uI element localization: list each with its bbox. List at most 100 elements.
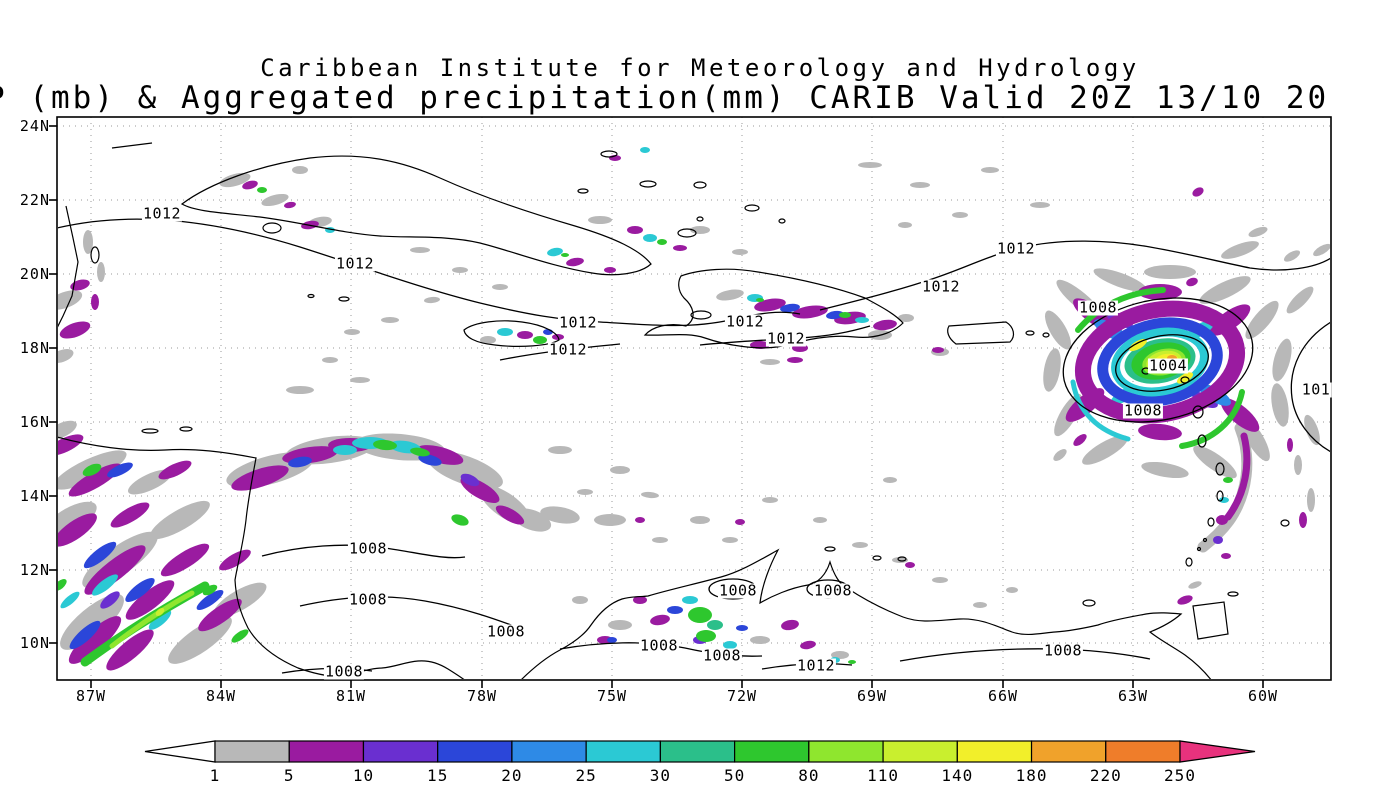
precip-blob [873,319,897,331]
precip-band [109,590,195,649]
precip-blob [641,491,659,499]
precip-blob [495,505,525,525]
isobar-1008-closed [708,578,758,600]
precip-blob [110,502,150,528]
coastline-cuba [180,155,652,276]
precip-blob [1141,461,1189,479]
precip-blob [673,245,687,251]
precip-blob [735,519,745,525]
precip-blob [1294,455,1302,475]
coastline-fragment [111,142,153,149]
precip-band [1224,432,1251,521]
precip-blob [83,541,117,569]
map-frame [56,116,1332,681]
precip-blob [1299,512,1307,528]
precip-blob [497,328,513,336]
precip-blob [219,549,251,571]
precip-blob [333,445,357,455]
precip-blob [1304,414,1320,446]
precip-blob [1220,398,1260,432]
precip-blob [762,497,778,503]
precip-blob [1248,226,1268,238]
precip-blob [418,454,442,466]
precip-blob [1045,310,1071,350]
precip-blob [732,249,748,255]
precip-blob [1192,187,1204,197]
precip-blob [261,193,289,207]
precip-blob [322,357,338,363]
precip-blob [100,591,120,609]
coastline-central-america [58,436,465,679]
isobar-1008 [299,596,523,630]
colorbar-left-arrow [144,740,216,763]
precip-blob [1313,243,1330,257]
precip-blob [286,386,314,394]
precip-blob [1073,434,1087,446]
precip-blob [640,147,650,153]
precip-blob [1199,276,1251,304]
precip-blob [196,589,224,611]
precip-blob [1307,488,1315,512]
precip-blob [736,625,748,631]
precip-ring [1097,317,1223,407]
colorbar-segment [659,740,736,763]
precip-blob [1030,202,1050,208]
precip-blob [83,230,93,254]
precip-blob [1272,338,1292,382]
precip-blob [722,537,738,543]
colorbar-segment [214,740,290,763]
precip-blob [373,439,397,451]
coastline-trinidad [1192,601,1229,640]
precip-blob [1156,364,1164,368]
precip-blob [58,349,74,363]
precip-blob [416,445,464,465]
precip-blob [898,222,912,228]
precip-blob [424,296,440,304]
precip-blob [952,212,968,218]
precip-blob [548,446,572,454]
precip-blob [1093,268,1147,292]
precip-blob [707,620,723,630]
precip-blob [682,596,698,604]
precip-blob [1138,423,1182,441]
precip-band [1070,379,1131,442]
precip-blob [1286,286,1314,314]
precip-blob [688,607,712,623]
small-islands [141,150,1290,607]
precip-blob [97,262,105,282]
precip-blob [716,289,744,301]
precip-blob [643,234,657,242]
precip-blob [831,651,849,659]
precip-blob [594,514,626,526]
precip-blob [202,584,218,596]
precip-blob [1287,438,1293,452]
precip-blob [1223,477,1233,483]
precip-blob [1186,277,1198,287]
precip-blob [723,641,737,649]
precip-blob [910,182,930,188]
precipitation-shading-layer [58,147,1330,671]
precip-blob [787,357,803,363]
precip-colorbar [144,740,1256,763]
precip-blob [148,610,172,630]
precip-blob [410,447,430,457]
colorbar-segment [1105,740,1181,763]
chart-subtitle: P (mb) & Aggregated precipitation(mm) CA… [0,80,1330,116]
precip-blob [1219,497,1229,503]
precip-blob [1144,265,1196,279]
isobar-1004-closed [1115,334,1209,392]
precip-blob [635,517,645,523]
isobar-1012 [1290,321,1330,453]
precip-blob [460,473,480,487]
precip-blob [633,596,647,604]
precip-blob [981,167,999,173]
precip-blob [517,331,533,339]
precip-blob [690,226,710,234]
precip-blob [855,317,869,323]
precip-blob [572,596,588,604]
precip-blob [58,501,97,539]
precip-blob [813,517,827,523]
isobar-1008 [261,544,466,559]
precip-blob [973,602,987,608]
precip-blob [451,514,469,526]
